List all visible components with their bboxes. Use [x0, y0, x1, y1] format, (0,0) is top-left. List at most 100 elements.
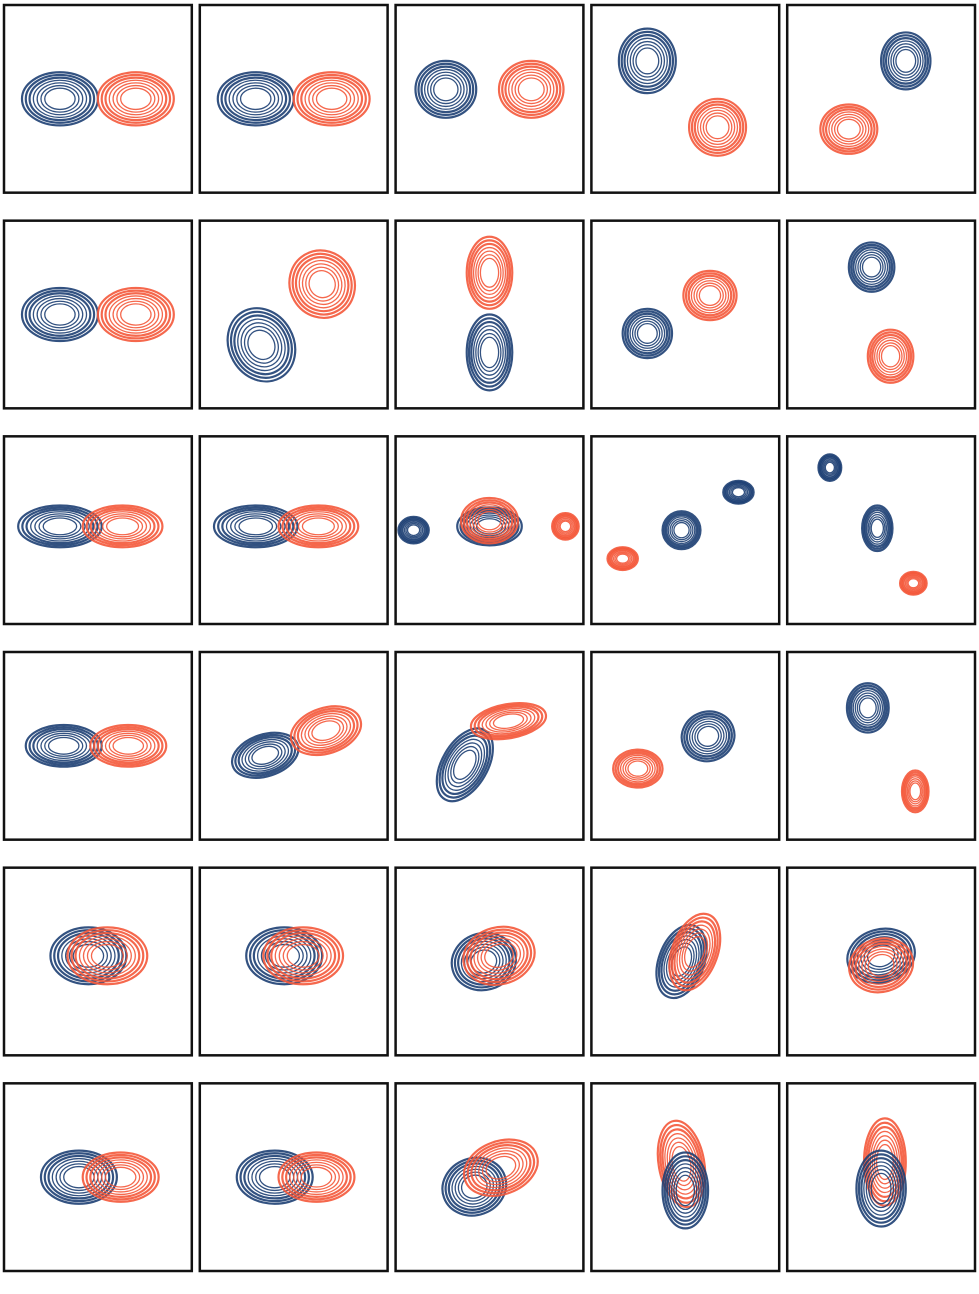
contour	[243, 325, 279, 364]
contour	[89, 723, 168, 768]
contour	[403, 521, 424, 539]
contour	[116, 300, 156, 329]
contour	[478, 1150, 524, 1186]
panel-frame	[785, 435, 977, 626]
contour	[120, 87, 152, 111]
contour	[397, 515, 430, 545]
contour	[470, 1144, 532, 1192]
contour	[70, 929, 145, 983]
contour	[47, 736, 80, 755]
contour	[673, 1170, 698, 1211]
contour	[636, 322, 658, 344]
panel	[2, 435, 194, 626]
contour	[234, 515, 278, 538]
contour	[836, 118, 861, 140]
contour	[673, 920, 717, 984]
panel	[2, 3, 194, 194]
contour	[36, 297, 84, 332]
contour	[727, 483, 750, 501]
contour	[620, 30, 675, 92]
contour	[864, 508, 891, 548]
contour	[236, 84, 276, 113]
contour	[688, 718, 728, 755]
contour	[297, 515, 339, 538]
contour	[245, 926, 324, 986]
contour-set	[606, 546, 639, 572]
panel	[590, 3, 781, 194]
contour	[100, 73, 172, 124]
contour	[854, 942, 908, 988]
contour	[474, 508, 505, 533]
contour	[477, 705, 540, 737]
contour	[85, 506, 160, 547]
contour	[817, 453, 843, 482]
contour	[892, 46, 919, 76]
contour	[288, 249, 357, 319]
contour-set	[397, 515, 430, 545]
contour	[903, 574, 924, 592]
contour	[462, 1138, 539, 1197]
panel-frame	[198, 866, 389, 1057]
contour	[97, 1161, 145, 1193]
contour	[890, 43, 922, 79]
contour	[728, 484, 749, 500]
contour	[220, 73, 292, 124]
contour	[668, 912, 722, 992]
contour	[268, 943, 301, 968]
contour	[556, 517, 575, 535]
contour	[256, 935, 312, 977]
contour	[887, 40, 924, 82]
contour	[49, 926, 128, 986]
contour	[868, 1168, 895, 1209]
contour	[241, 738, 290, 772]
contour-set	[20, 71, 99, 127]
contour	[725, 482, 752, 503]
contour-set	[262, 926, 345, 986]
contour	[474, 1147, 528, 1189]
contour	[629, 40, 666, 81]
contour	[614, 552, 631, 565]
contour	[665, 513, 698, 547]
contour	[850, 243, 894, 291]
contour	[78, 935, 136, 977]
contour	[676, 924, 714, 980]
contour	[481, 1152, 520, 1183]
contour-set	[497, 59, 565, 119]
contour	[846, 927, 916, 985]
contour	[452, 749, 477, 780]
contour	[470, 242, 509, 303]
contour	[286, 943, 320, 968]
contour	[72, 943, 105, 968]
contour	[406, 524, 421, 537]
contour	[552, 513, 579, 540]
contour	[441, 1156, 508, 1217]
contour-set	[462, 925, 536, 986]
contour	[40, 732, 88, 760]
contour	[470, 320, 509, 384]
contour	[902, 771, 929, 812]
contour	[634, 320, 661, 347]
contour	[423, 68, 468, 110]
contour	[305, 266, 340, 302]
contour	[28, 292, 92, 337]
contour-set	[216, 71, 295, 127]
contour	[32, 79, 88, 119]
panel	[394, 1082, 585, 1273]
contour	[472, 325, 507, 380]
panel	[590, 435, 781, 626]
contour	[861, 948, 901, 983]
contour	[675, 1174, 696, 1207]
contour	[277, 1151, 356, 1203]
contour	[101, 515, 144, 538]
contour	[669, 518, 694, 543]
contour	[477, 510, 502, 531]
panel	[394, 435, 585, 626]
contour	[485, 709, 532, 733]
contour	[656, 1119, 707, 1209]
contour	[120, 303, 152, 326]
contour	[696, 725, 720, 747]
contour	[699, 109, 736, 146]
contour	[304, 715, 348, 746]
contour	[661, 510, 702, 551]
